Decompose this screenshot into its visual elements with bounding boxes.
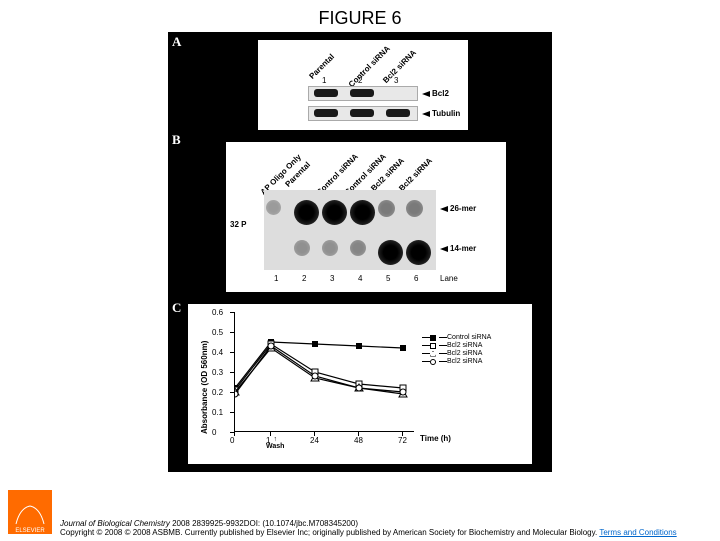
panel-a-box: ParentalControl siRNABcl2 siRNA 123 Bcl2…: [258, 40, 468, 130]
band: [350, 89, 374, 97]
y-tick: [230, 412, 234, 413]
x-tick-label: 72: [398, 436, 407, 445]
journal-name: Journal of Biological Chemistry: [60, 519, 170, 528]
panel-b-lane-num: 6: [414, 274, 418, 283]
panel-b-lane-num: 5: [386, 274, 390, 283]
y-tick: [230, 352, 234, 353]
x-tick-label: 0: [230, 436, 234, 445]
band: [386, 109, 410, 117]
arrow-26mer-label: 26-mer: [450, 204, 476, 213]
y-tick-label: 0.3: [212, 368, 223, 377]
figure-title: FIGURE 6: [0, 0, 720, 29]
y-tick-label: 0.2: [212, 388, 223, 397]
y-tick: [230, 332, 234, 333]
panel-a-lane-num: 3: [394, 76, 398, 85]
y-tick-label: 0.5: [212, 328, 223, 337]
svg-text:ELSEVIER: ELSEVIER: [15, 528, 45, 534]
band: [314, 109, 338, 117]
panel-b-laneword: Lane: [440, 274, 458, 283]
panel-a-lane-num: 1: [322, 76, 326, 85]
x-tick-label: 24: [310, 436, 319, 445]
panel-b-32p: 32 P: [230, 220, 246, 229]
panel-a-arrow-tubulin: Tubulin: [422, 109, 460, 118]
chart-svg: [235, 312, 415, 432]
band: [314, 89, 338, 97]
wash-indicator: ↑Wash: [266, 436, 284, 450]
band: [350, 109, 374, 117]
legend-row: Bcl2 siRNA: [422, 342, 491, 349]
panel-b-arrow-14: 14-mer: [440, 244, 476, 253]
footer-citation: Journal of Biological Chemistry 2008 283…: [60, 519, 677, 538]
copyright-text: Copyright © 2008 © 2008 ASBMB. Currently…: [60, 528, 597, 537]
y-axis-label: Absorbance (OD 560nm): [200, 341, 209, 434]
panel-b-lane-num: 4: [358, 274, 362, 283]
panel-b-letter: B: [172, 132, 181, 148]
blot: [406, 200, 423, 217]
tubulin-label: Tubulin: [432, 109, 460, 118]
panel-b-arrow-26: 26-mer: [440, 204, 476, 213]
legend-row: Bcl2 siRNA: [422, 350, 491, 357]
y-tick: [230, 372, 234, 373]
blot: [294, 240, 310, 256]
panel-a-lane-num: 2: [358, 76, 362, 85]
x-axis-label: Time (h): [420, 434, 451, 443]
chart-legend: Control siRNA Bcl2 siRNA Bcl2 siRNA Bcl2…: [422, 334, 491, 366]
panel-b-lane-num: 2: [302, 274, 306, 283]
panel-a-letter: A: [172, 34, 181, 50]
panel-a-arrow-bcl2: Bcl2: [422, 89, 449, 98]
blot: [322, 240, 338, 256]
panel-c-box: Absorbance (OD 560nm) 0 0.1 0.2 0.3 0.4 0.5 0.…: [188, 304, 532, 464]
citation-text: 2008 2839925-9932DOI: (10.1074/jbc.M7083…: [172, 519, 358, 528]
x-tick-label: 48: [354, 436, 363, 445]
panel-c-letter: C: [172, 300, 181, 316]
figure-area: A ParentalControl siRNABcl2 siRNA 123 Bc…: [168, 32, 552, 472]
bcl2-label: Bcl2: [432, 89, 449, 98]
y-tick-label: 0.1: [212, 408, 223, 417]
blot: [350, 200, 375, 225]
legend-row: Control siRNA: [422, 334, 491, 341]
terms-link[interactable]: Terms and Conditions: [599, 528, 676, 537]
y-tick-label: 0.4: [212, 348, 223, 357]
panel-b-lane-num: 1: [274, 274, 278, 283]
panel-b-lane-num: 3: [330, 274, 334, 283]
y-tick: [230, 312, 234, 313]
panel-b-box: AP Oligo OnlyParentalControl siRNAContro…: [226, 142, 506, 292]
y-tick-label: 0: [212, 428, 216, 437]
y-tick: [230, 392, 234, 393]
y-tick-label: 0.6: [212, 308, 223, 317]
legend-row: Bcl2 siRNA: [422, 358, 491, 365]
chart-axes: [234, 312, 414, 432]
elsevier-logo: ELSEVIER: [6, 488, 54, 536]
blot: [378, 200, 395, 217]
arrow-14mer-label: 14-mer: [450, 244, 476, 253]
